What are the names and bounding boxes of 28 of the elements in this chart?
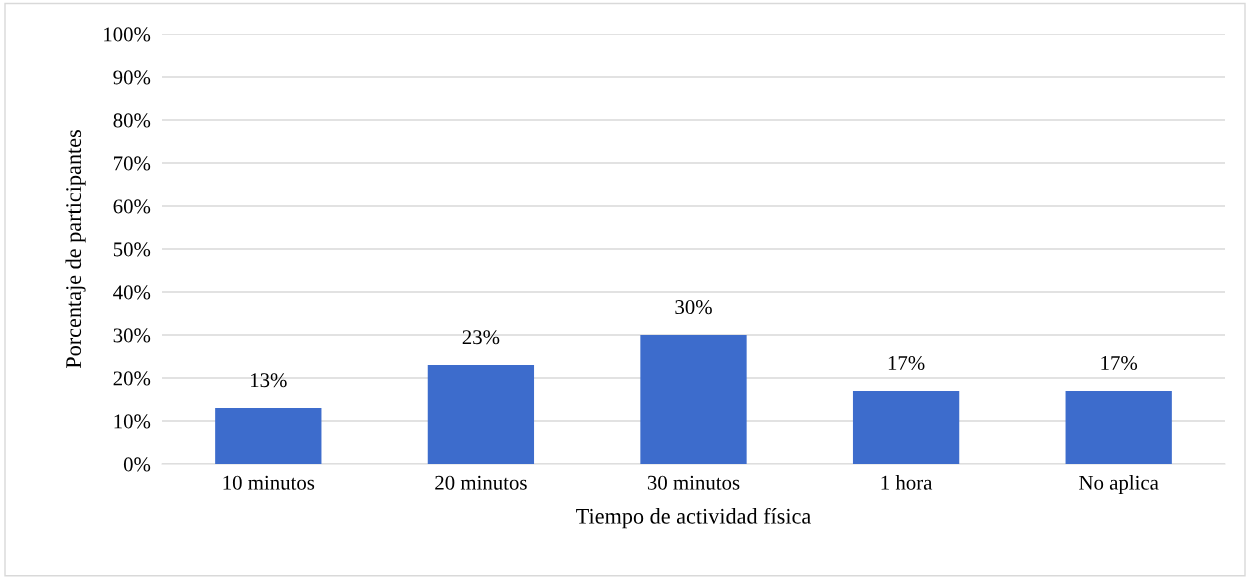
data-label: 17% bbox=[888, 355, 925, 371]
y-tick-label: 70% bbox=[114, 156, 151, 171]
y-axis-title: Porcentaje de participantes bbox=[65, 130, 86, 369]
y-tick-label: 30% bbox=[113, 328, 151, 343]
y-tick-label: 100% bbox=[104, 27, 151, 42]
y-tick-label: 0% bbox=[123, 457, 151, 472]
x-tick-label: 30 minutos bbox=[647, 475, 740, 490]
data-label: 13% bbox=[251, 373, 287, 388]
data-label: 17% bbox=[1101, 355, 1138, 371]
bar bbox=[1065, 390, 1172, 464]
y-tick-label: 10% bbox=[114, 414, 151, 429]
y-tick-label: 60% bbox=[113, 199, 151, 214]
x-tick-label: 10 minutos bbox=[223, 475, 315, 490]
y-tick-label: 50% bbox=[113, 242, 151, 257]
x-axis-title: Tiempo de actividad física bbox=[576, 507, 811, 529]
x-tick-label: 1 hora bbox=[881, 475, 933, 490]
data-label: 30% bbox=[675, 300, 712, 315]
y-tick-label: 90% bbox=[113, 70, 151, 85]
bar bbox=[852, 390, 960, 464]
bar bbox=[427, 365, 535, 464]
x-tick-label: 20 minutos bbox=[435, 475, 527, 490]
y-tick-label: 40% bbox=[113, 285, 151, 300]
data-label: 23% bbox=[462, 330, 500, 345]
bar bbox=[215, 408, 322, 464]
bar bbox=[640, 335, 747, 464]
y-tick-label: 20% bbox=[113, 371, 151, 386]
x-tick-label: No aplica bbox=[1079, 475, 1159, 494]
y-tick-label: 80% bbox=[113, 113, 151, 128]
